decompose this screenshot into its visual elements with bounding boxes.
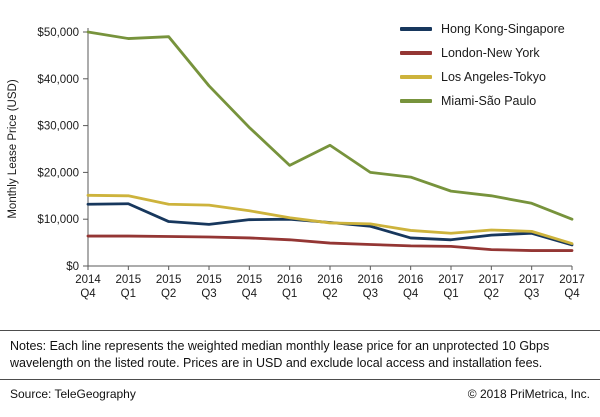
svg-text:$20,000: $20,000 bbox=[37, 167, 79, 179]
line-chart: $0 $10,000 $20,000 $30,000 $40,000 $50,000 201… bbox=[7, 27, 585, 300]
svg-text:$50,000: $50,000 bbox=[37, 27, 79, 39]
svg-text:Monthly Lease Price (USD): Monthly Lease Price (USD) bbox=[7, 79, 19, 218]
chart-legend: Hong Kong-Singapore London-New York Los … bbox=[400, 22, 565, 108]
legend-item: London-New York bbox=[400, 46, 565, 60]
legend-label: Hong Kong-Singapore bbox=[441, 22, 565, 36]
chart-footer: Source: TeleGeography © 2018 PriMetrica,… bbox=[0, 380, 600, 401]
legend-swatch-miami-sao-paulo bbox=[400, 99, 432, 103]
legend-item: Hong Kong-Singapore bbox=[400, 22, 565, 36]
legend-label: London-New York bbox=[441, 46, 540, 60]
chart-notes: Notes: Each line represents the weighted… bbox=[0, 330, 600, 380]
legend-swatch-los-angeles-tokyo bbox=[400, 75, 432, 79]
legend-label: Los Angeles-Tokyo bbox=[441, 70, 546, 84]
legend-item: Miami-São Paulo bbox=[400, 94, 565, 108]
legend-swatch-hong-kong-singapore bbox=[400, 27, 432, 31]
svg-text:$0: $0 bbox=[66, 261, 79, 273]
source-credit: Source: TeleGeography bbox=[10, 386, 136, 401]
svg-text:$10,000: $10,000 bbox=[37, 214, 79, 226]
chart-area: $0 $10,000 $20,000 $30,000 $40,000 $50,000 201… bbox=[7, 22, 585, 300]
legend-item: Los Angeles-Tokyo bbox=[400, 70, 565, 84]
copyright-notice: © 2018 PriMetrica, Inc. bbox=[467, 386, 590, 401]
svg-text:$40,000: $40,000 bbox=[37, 74, 79, 86]
svg-text:$30,000: $30,000 bbox=[37, 121, 79, 133]
legend-swatch-london-new-york bbox=[400, 51, 432, 55]
legend-label: Miami-São Paulo bbox=[441, 94, 537, 108]
